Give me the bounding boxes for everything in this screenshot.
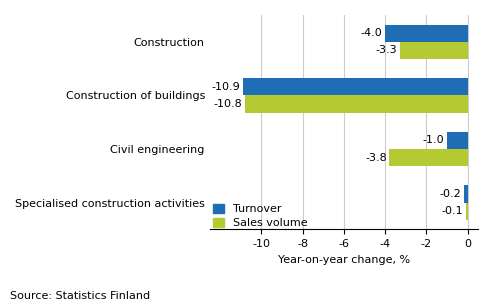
Bar xyxy=(463,185,468,202)
Text: -3.3: -3.3 xyxy=(376,46,397,55)
Bar xyxy=(243,78,468,95)
Legend: Turnover, Sales volume: Turnover, Sales volume xyxy=(212,204,307,228)
Text: -10.9: -10.9 xyxy=(211,82,240,92)
Bar xyxy=(389,149,468,166)
Text: -1.0: -1.0 xyxy=(423,135,445,145)
Text: -4.0: -4.0 xyxy=(361,28,383,38)
Bar xyxy=(465,202,468,220)
Text: -0.1: -0.1 xyxy=(442,206,463,216)
Text: -10.8: -10.8 xyxy=(213,99,243,109)
Bar xyxy=(447,132,468,149)
Bar xyxy=(385,25,468,42)
X-axis label: Year-on-year change, %: Year-on-year change, % xyxy=(278,255,410,265)
Text: Source: Statistics Finland: Source: Statistics Finland xyxy=(10,291,150,301)
Text: -0.2: -0.2 xyxy=(439,189,461,199)
Text: -3.8: -3.8 xyxy=(365,153,387,163)
Bar xyxy=(245,95,468,112)
Bar xyxy=(400,42,468,59)
